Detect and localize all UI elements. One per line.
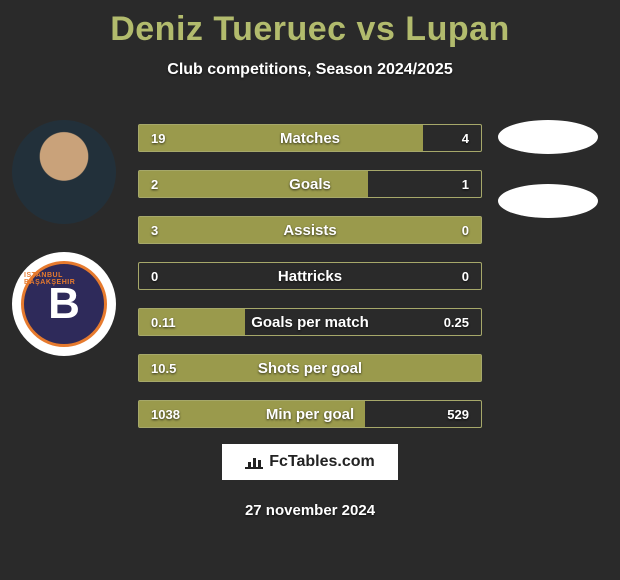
stat-row: 0.11Goals per match0.25 (138, 308, 482, 336)
stat-value-right: 529 (447, 401, 469, 427)
club-badge-letter: B (48, 282, 80, 326)
stat-label: Hattricks (139, 263, 481, 289)
right-column (492, 120, 604, 218)
player-avatar (12, 120, 116, 224)
stat-value-right: 4 (462, 125, 469, 151)
club-badge: ISTANBUL BAŞAKŞEHIR B (21, 261, 107, 347)
stat-label: Assists (139, 217, 481, 243)
barchart-icon (245, 455, 263, 469)
stat-row: 1038Min per goal529 (138, 400, 482, 428)
stat-row: 19Matches4 (138, 124, 482, 152)
stat-value-right: 0.25 (444, 309, 469, 335)
site-logo-text: FcTables.com (269, 453, 375, 471)
left-column: ISTANBUL BAŞAKŞEHIR B (8, 120, 120, 356)
page-title: Deniz Tueruec vs Lupan (0, 0, 620, 49)
site-logo[interactable]: FcTables.com (222, 444, 398, 480)
stat-label: Goals (139, 171, 481, 197)
stat-label: Matches (139, 125, 481, 151)
page-subtitle: Club competitions, Season 2024/2025 (0, 61, 620, 79)
opponent-avatar-placeholder (498, 120, 598, 154)
stat-label: Min per goal (139, 401, 481, 427)
stats-bars: 19Matches42Goals13Assists00Hattricks00.1… (138, 124, 482, 428)
stat-row: 3Assists0 (138, 216, 482, 244)
club-logo: ISTANBUL BAŞAKŞEHIR B (12, 252, 116, 356)
stat-value-right: 1 (462, 171, 469, 197)
stat-row: 0Hattricks0 (138, 262, 482, 290)
opponent-club-placeholder (498, 184, 598, 218)
stat-label: Goals per match (139, 309, 481, 335)
stat-value-right: 0 (462, 263, 469, 289)
date-text: 27 november 2024 (0, 502, 620, 519)
stat-row: 10.5Shots per goal (138, 354, 482, 382)
club-badge-top-text: ISTANBUL BAŞAKŞEHIR (24, 272, 104, 286)
stat-value-right: 0 (462, 217, 469, 243)
stat-label: Shots per goal (139, 355, 481, 381)
stat-row: 2Goals1 (138, 170, 482, 198)
